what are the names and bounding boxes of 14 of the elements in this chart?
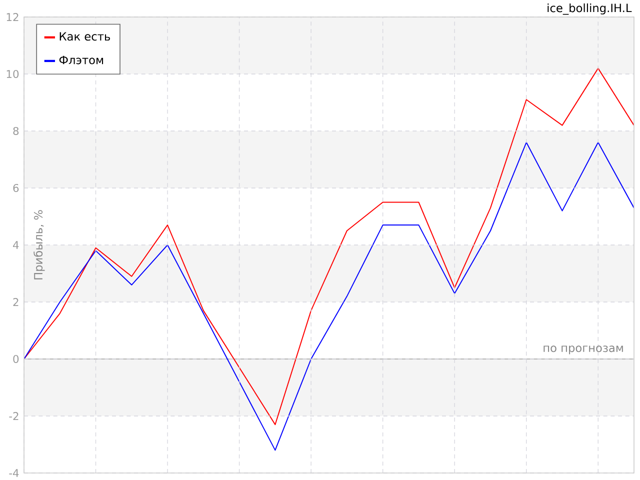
y-tick-label: 12: [6, 13, 18, 21]
y-tick-label: 8: [13, 126, 19, 136]
y-tick-label: 0: [13, 354, 19, 364]
x-axis-title: по прогнозам: [544, 346, 623, 354]
y-tick-label: 2: [13, 298, 18, 306]
y-axis-title: Прибыль, %: [34, 210, 45, 280]
y-tick-label: 6: [13, 184, 19, 192]
y-tick-label: -2: [9, 412, 18, 420]
legend-label: Флэтом: [59, 56, 104, 64]
y-tick-label: 4: [13, 241, 19, 249]
y-tick-label: 10: [6, 70, 19, 78]
chart-title: ice_bolling.IH.L: [548, 3, 632, 15]
legend-label: Как есть: [60, 32, 110, 41]
y-tick-label: -4: [9, 469, 19, 477]
